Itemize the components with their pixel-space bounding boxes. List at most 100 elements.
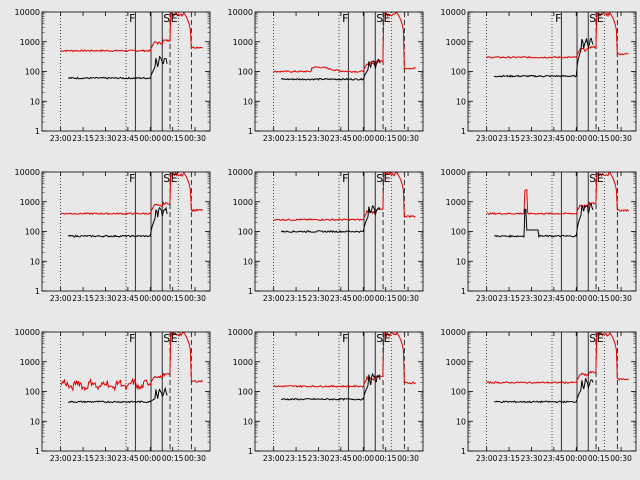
- y-tick-label: 100: [451, 228, 466, 237]
- x-tick-label: 00:15: [588, 134, 610, 143]
- x-tick-label: 23:00: [50, 454, 72, 463]
- detector-panel-7: 1 10 100 1000 10000 23:00 23:15 23:30 23:45 00:00…: [2, 320, 215, 480]
- marker-letter-s: S: [163, 172, 170, 185]
- y-tick-label: 1: [248, 287, 253, 296]
- x-tick-label: 00:30: [397, 294, 419, 303]
- marker-letter-f: F: [342, 172, 348, 185]
- plot-area: 1 10 100 1000 10000 23:00 23:15 23:30 23:45 00:00…: [228, 168, 424, 303]
- y-tick-label: 100: [25, 228, 40, 237]
- y-tick-label: 10: [243, 257, 253, 266]
- x-tick-label: 23:15: [285, 294, 307, 303]
- x-tick-label: 00:15: [375, 134, 397, 143]
- plot-area: 1 10 100 1000 10000 23:00 23:15 23:30 23:45 00:00…: [228, 8, 424, 143]
- x-tick-label: 00:30: [184, 454, 206, 463]
- x-tick-label: 23:30: [308, 294, 330, 303]
- marker-letter-e: E: [384, 172, 391, 185]
- x-tick-label: 23:45: [330, 294, 352, 303]
- x-tick-label: 23:45: [330, 454, 352, 463]
- x-tick-label: 00:00: [565, 454, 587, 463]
- x-tick-label: 23:15: [498, 294, 520, 303]
- y-tick-label: 100: [451, 388, 466, 397]
- detector-panel-1: 1 10 100 1000 10000 23:00 23:15 23:30 23:45 00:00…: [2, 0, 215, 160]
- x-tick-label: 23:00: [476, 454, 498, 463]
- x-tick-label: 00:00: [139, 294, 161, 303]
- y-tick-label: 10000: [228, 8, 253, 17]
- y-tick-label: 10000: [441, 8, 466, 17]
- y-tick-label: 10: [30, 257, 40, 266]
- x-tick-label: 00:15: [162, 134, 184, 143]
- plot-frame: [467, 11, 637, 132]
- x-tick-label: 23:30: [521, 454, 543, 463]
- marker-letter-f: F: [555, 12, 561, 25]
- x-tick-label: 23:00: [263, 134, 285, 143]
- plot-frame: [41, 11, 211, 132]
- marker-letter-s: S: [376, 172, 383, 185]
- x-tick-label: 23:30: [521, 134, 543, 143]
- y-tick-label: 1: [35, 447, 40, 456]
- x-tick-label: 00:15: [162, 294, 184, 303]
- y-tick-label: 10000: [228, 168, 253, 177]
- y-tick-label: 1: [248, 447, 253, 456]
- events-series-line: [280, 204, 381, 234]
- lld-series-line: [273, 171, 416, 222]
- marker-letter-e: E: [597, 12, 604, 25]
- y-tick-label: 10000: [228, 328, 253, 337]
- y-tick-label: 1000: [446, 358, 466, 367]
- plot-frame: [41, 171, 211, 292]
- y-tick-label: 100: [451, 68, 466, 77]
- events-series-line: [494, 202, 594, 239]
- y-tick-label: 1000: [446, 198, 466, 207]
- plot-area: 1 10 100 1000 10000 23:00 23:15 23:30 23:45 00:00…: [441, 8, 637, 143]
- x-tick-label: 23:15: [498, 134, 520, 143]
- y-tick-label: 10000: [15, 8, 40, 17]
- x-tick-label: 23:30: [521, 294, 543, 303]
- detector-panel-9: 1 10 100 1000 10000 23:00 23:15 23:30 23:45 00:00…: [428, 320, 640, 480]
- events-series-line: [68, 386, 168, 404]
- plot-frame: [41, 331, 211, 452]
- marker-letter-f: F: [129, 12, 135, 25]
- x-tick-label: 00:00: [139, 134, 161, 143]
- x-tick-label: 00:00: [565, 134, 587, 143]
- x-tick-label: 00:00: [352, 294, 374, 303]
- detector-panel-6: 1 10 100 1000 10000 23:00 23:15 23:30 23:45 00:00…: [428, 160, 640, 320]
- y-tick-label: 10000: [441, 168, 466, 177]
- y-tick-label: 1: [461, 447, 466, 456]
- plot-area: 1 10 100 1000 10000 23:00 23:15 23:30 23:45 00:00…: [441, 328, 637, 463]
- y-tick-label: 1000: [233, 38, 253, 47]
- y-tick-label: 1: [35, 287, 40, 296]
- y-tick-label: 10: [456, 97, 466, 106]
- x-tick-label: 23:15: [72, 294, 94, 303]
- x-tick-label: 00:30: [397, 134, 419, 143]
- plot-area: 1 10 100 1000 10000 23:00 23:15 23:30 23:45 00:00…: [15, 8, 211, 143]
- x-tick-label: 23:45: [330, 134, 352, 143]
- marker-letter-s: S: [589, 332, 596, 345]
- lld-series-line: [60, 11, 203, 53]
- y-tick-label: 1: [461, 287, 466, 296]
- y-tick-label: 10: [456, 417, 466, 426]
- detector-panel-2: 1 10 100 1000 10000 23:00 23:15 23:30 23:45 00:00…: [215, 0, 428, 160]
- x-tick-label: 23:15: [72, 134, 94, 143]
- x-tick-label: 00:30: [610, 134, 632, 143]
- y-tick-label: 1000: [20, 38, 40, 47]
- lld-series-line: [273, 331, 416, 388]
- x-tick-label: 23:45: [543, 294, 565, 303]
- lld-series-line: [486, 11, 629, 59]
- x-tick-label: 00:15: [162, 454, 184, 463]
- y-tick-label: 1000: [20, 198, 40, 207]
- x-tick-label: 23:30: [95, 134, 117, 143]
- x-tick-label: 23:15: [72, 454, 94, 463]
- y-tick-label: 10: [30, 417, 40, 426]
- x-tick-label: 00:30: [184, 294, 206, 303]
- x-tick-label: 00:30: [184, 134, 206, 143]
- plot-frame: [467, 331, 637, 452]
- x-tick-label: 23:00: [263, 454, 285, 463]
- y-tick-label: 1000: [233, 358, 253, 367]
- marker-letter-s: S: [163, 12, 170, 25]
- marker-letter-e: E: [171, 12, 178, 25]
- x-tick-label: 23:15: [285, 454, 307, 463]
- detector-panel-4: 1 10 100 1000 10000 23:00 23:15 23:30 23:45 00:00…: [2, 160, 215, 320]
- marker-letter-e: E: [597, 172, 604, 185]
- x-tick-label: 23:15: [285, 134, 307, 143]
- x-tick-label: 23:45: [117, 134, 139, 143]
